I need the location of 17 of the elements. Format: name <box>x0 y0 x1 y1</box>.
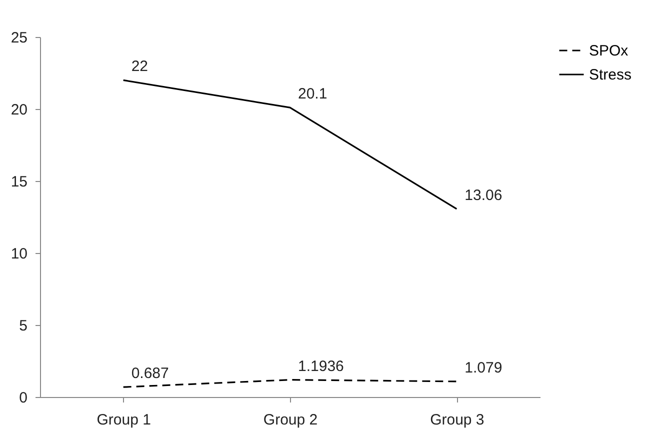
x-tick-label: Group 3 <box>430 412 484 428</box>
data-label: 1.079 <box>464 359 502 376</box>
y-tick-label: 0 <box>19 390 28 406</box>
data-label: 1.1936 <box>298 358 344 375</box>
y-tick-label: 15 <box>10 174 28 190</box>
data-label: 0.687 <box>131 365 169 382</box>
data-label: 22 <box>131 58 148 76</box>
x-tick-label: Group 2 <box>263 412 318 428</box>
data-label: 13.06 <box>464 186 502 204</box>
y-tick-label: 10 <box>10 246 28 262</box>
legend-label: SPOx <box>589 42 629 60</box>
y-tick-label: 20 <box>10 102 28 118</box>
y-tick-label: 5 <box>19 318 28 334</box>
y-tick-label: 25 <box>10 30 28 46</box>
x-tick-label: Group 1 <box>96 412 151 428</box>
data-label: 20.1 <box>298 86 328 103</box>
legend-label: Stress <box>589 66 632 84</box>
